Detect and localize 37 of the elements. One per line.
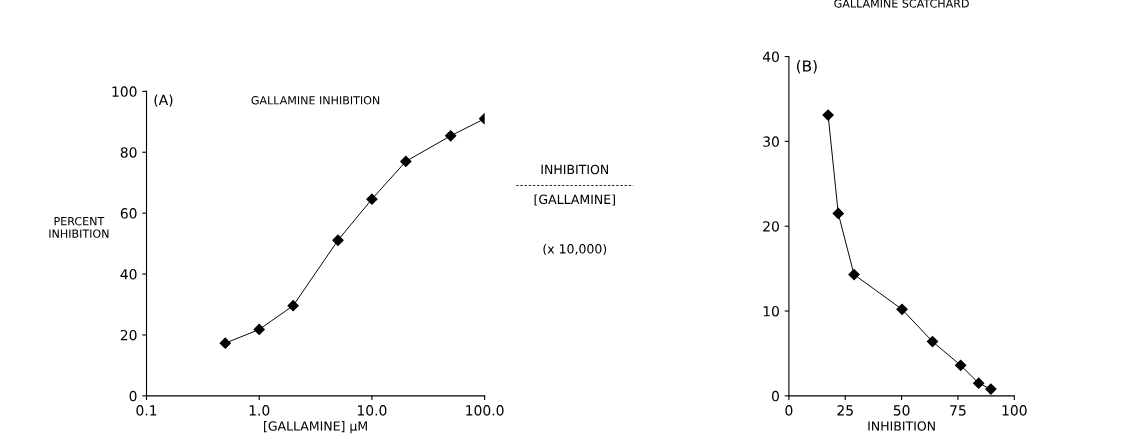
y-tick-label: 30 [763, 136, 779, 147]
point [973, 377, 985, 389]
y-tick-label: 80 [120, 147, 137, 158]
x-tick-label: 25 [837, 405, 853, 416]
x-axis-title: [GALLAMINE] µM [264, 421, 367, 434]
y-tick-label: 0 [129, 390, 137, 402]
chart-title: GALLAMINE INHIBITION [251, 96, 380, 105]
point [848, 268, 860, 281]
x-tick-label: 100 [1002, 405, 1027, 416]
point [832, 207, 844, 220]
x-tick-label: 100.0 [466, 405, 504, 416]
y-tick-label: 20 [120, 329, 137, 341]
chart-title: GALLAMINE SCATCHARD [834, 0, 969, 8]
x-tick-label: 75 [950, 405, 966, 416]
x-tick-label: 0 [785, 405, 793, 416]
point [822, 109, 834, 121]
point [896, 303, 908, 315]
y-tick-label: 20 [763, 221, 779, 232]
y-tick-label: 60 [120, 208, 137, 219]
x-axis-title: INHIBITION [868, 421, 935, 431]
x-tick-label: 1.0 [249, 405, 270, 416]
point [926, 335, 939, 348]
x-tick-label: 10.0 [357, 405, 387, 416]
annotation: (A) [154, 94, 173, 107]
point [955, 359, 967, 371]
text: INHIBITION [GALLAMINE] [534, 164, 615, 206]
y-tick-label: 0 [771, 390, 779, 402]
y-tick-label: 100 [112, 86, 137, 97]
x-tick-label: 50 [893, 405, 910, 416]
text: (x 10,000) [543, 243, 607, 256]
y-axis-title: PERCENT INHIBITION [49, 216, 109, 238]
y-tick-label: 40 [762, 51, 779, 63]
annotation: (B) [796, 59, 817, 74]
point [985, 383, 997, 395]
y-tick-label: 10 [763, 305, 779, 317]
x-tick-label: 0.1 [136, 405, 157, 416]
y-tick-label: 40 [120, 269, 137, 280]
